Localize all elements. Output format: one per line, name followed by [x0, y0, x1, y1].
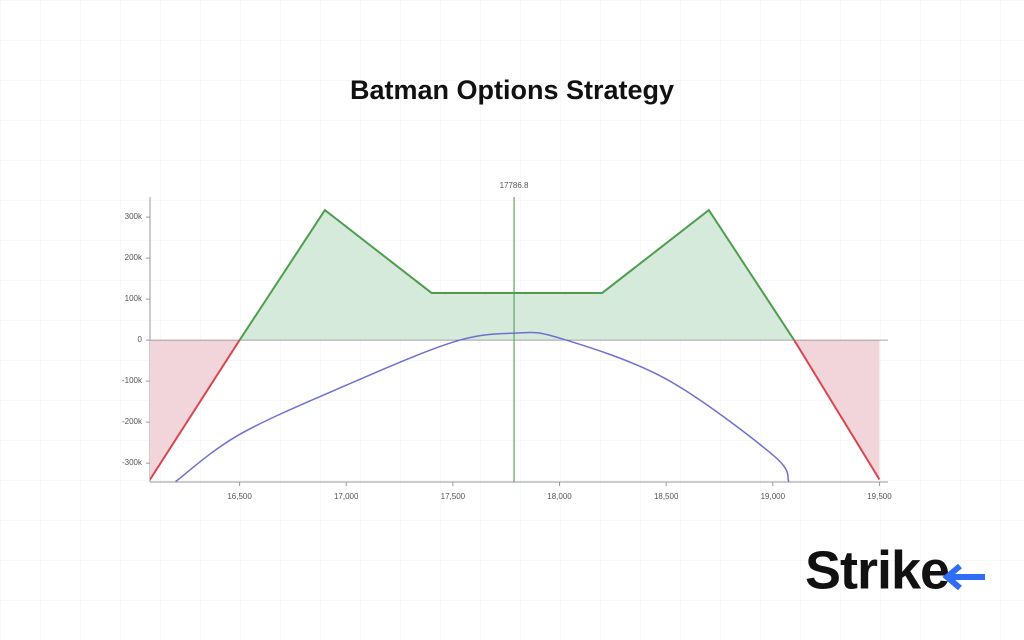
marker-label: 17786.8 — [500, 181, 529, 190]
x-tick-label: 19,500 — [867, 492, 892, 501]
expiry-curve — [175, 331, 790, 483]
x-tick-label: 17,500 — [441, 492, 466, 501]
y-tick-label: 100k — [125, 294, 143, 303]
y-tick-label: 200k — [125, 253, 143, 262]
y-tick-label: 0 — [138, 335, 143, 344]
x-tick-label: 18,500 — [654, 492, 679, 501]
y-tick-label: -100k — [122, 376, 143, 385]
chart-title: Batman Options Strategy — [350, 75, 674, 105]
x-tick-label: 17,000 — [334, 492, 359, 501]
x-tick-label: 18,000 — [547, 492, 572, 501]
plot: -300k -200k -100k 0 100k 200k 300k 16,500 17,000… — [122, 181, 892, 501]
loss-area — [150, 340, 880, 480]
profit-line — [238, 208, 796, 340]
y-tick-label: -200k — [122, 417, 143, 426]
y-tick-label: -300k — [122, 458, 143, 467]
y-tick-label: 300k — [125, 212, 143, 221]
logo-text: Strike — [805, 540, 949, 600]
logo-arrow — [942, 563, 985, 591]
x-tick-label: 19,000 — [761, 492, 786, 501]
logo: Strike — [805, 540, 985, 600]
profit-area — [239, 210, 795, 340]
x-tick-label: 16,500 — [227, 492, 252, 501]
